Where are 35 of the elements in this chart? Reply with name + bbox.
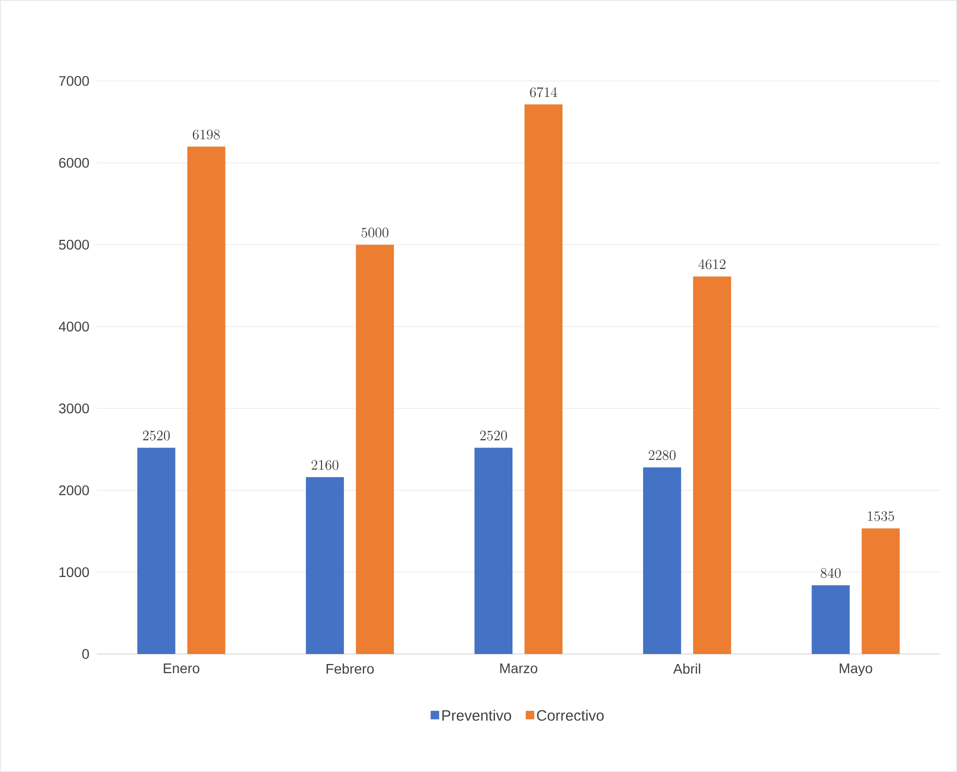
y-tick-label: 0 [82,649,89,659]
bar [187,146,226,654]
bar [137,448,176,654]
x-tick-label: Febrero [326,664,374,674]
y-tick-label: 2000 [59,485,89,496]
x-tick-label: Mayo [840,664,872,676]
data-label: 2520 [480,430,507,440]
data-label: 840 [820,568,841,578]
y-tick-label: 5000 [59,240,89,250]
bar [643,467,682,654]
y-tick-label: 6000 [59,158,89,168]
data-label: 6714 [530,87,558,98]
data-label: 2160 [312,460,338,470]
bar [862,528,900,654]
legend-label: Correctivo [537,710,604,721]
bar [356,244,394,654]
data-label: 4612 [698,259,726,270]
bar [812,585,850,654]
data-label: 2280 [648,450,676,460]
bar [524,104,563,654]
bar [693,276,732,654]
data-label: 5000 [362,228,388,238]
data-label: 1535 [868,511,894,522]
legend-label: Preventivo [442,710,512,721]
y-tick-label: 3000 [58,403,89,414]
data-label: 6198 [192,130,220,140]
data-label: 2520 [142,430,170,440]
x-tick-label: Marzo [500,664,538,674]
y-tick-label: 1000 [60,567,89,578]
y-tick-label: 4000 [58,322,89,332]
y-tick-label: 7000 [59,76,89,86]
bar [474,448,513,654]
x-tick-label: Enero [164,664,200,674]
bar [306,477,344,654]
x-tick-label: Abril [673,664,700,674]
